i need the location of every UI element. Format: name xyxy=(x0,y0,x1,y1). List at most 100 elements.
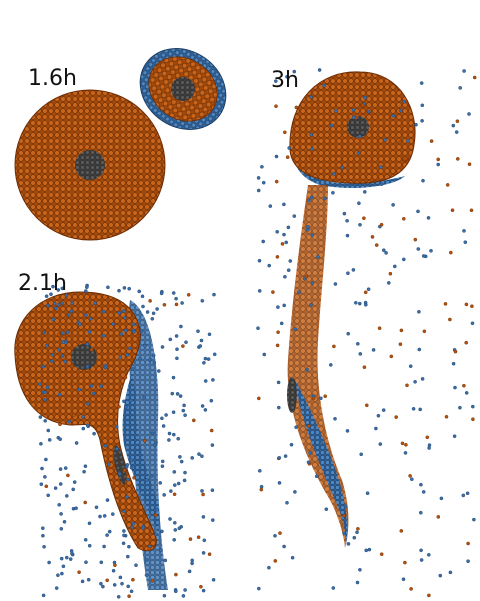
debris-particle xyxy=(170,391,175,396)
debris-particle xyxy=(367,547,372,552)
debris-particle xyxy=(52,301,57,306)
debris-particle xyxy=(273,79,278,83)
debris-particle xyxy=(57,347,61,352)
debris-particle xyxy=(200,489,204,493)
debris-particle xyxy=(102,514,107,518)
debris-particle xyxy=(275,255,280,259)
debris-particle xyxy=(427,446,431,450)
debris-particle xyxy=(158,481,162,485)
debris-particle xyxy=(58,437,63,442)
debris-particle xyxy=(311,396,316,401)
debris-particle xyxy=(379,552,384,557)
debris-particle xyxy=(127,544,131,549)
debris-particle xyxy=(261,239,266,244)
debris-particle xyxy=(134,563,138,568)
debris-particle xyxy=(274,179,279,184)
debris-particle xyxy=(444,414,449,419)
debris-particle xyxy=(150,579,155,583)
debris-particle xyxy=(261,180,266,185)
debris-particle xyxy=(56,573,60,578)
debris-particle xyxy=(200,298,205,303)
debris-particle xyxy=(282,544,286,549)
debris-particle xyxy=(122,509,126,514)
debris-particle xyxy=(105,578,109,583)
debris-particle xyxy=(414,122,418,127)
debris-particle xyxy=(314,474,319,479)
debris-particle xyxy=(59,512,63,516)
panel-label-1-6h: 1.6h xyxy=(28,66,77,91)
debris-particle xyxy=(421,490,426,494)
debris-particle xyxy=(416,247,421,251)
debris-particle xyxy=(153,513,158,517)
debris-particle xyxy=(429,139,434,143)
debris-particle xyxy=(111,512,115,516)
debris-particle xyxy=(284,240,289,245)
debris-particle xyxy=(334,109,338,113)
debris-particle xyxy=(286,268,291,273)
debris-particle xyxy=(458,405,462,410)
debris-particle xyxy=(197,452,201,456)
debris-particle xyxy=(274,154,279,159)
debris-particle xyxy=(420,103,425,108)
debris-particle xyxy=(210,443,215,447)
debris-particle xyxy=(462,69,466,73)
debris-particle xyxy=(150,316,155,321)
debris-particle xyxy=(58,422,62,427)
debris-particle xyxy=(471,417,475,422)
debris-particle xyxy=(383,138,387,142)
debris-particle xyxy=(448,250,453,255)
debris-particle xyxy=(51,284,55,289)
debris-particle xyxy=(129,465,134,470)
debris-particle xyxy=(183,413,187,418)
debris-particle xyxy=(308,451,312,455)
debris-particle xyxy=(426,553,431,557)
debris-particle xyxy=(144,478,149,482)
debris-particle xyxy=(70,551,74,556)
debris-particle xyxy=(465,491,470,496)
debris-particle xyxy=(256,396,261,401)
debris-particle xyxy=(381,248,386,252)
debris-particle xyxy=(294,105,299,110)
debris-particle xyxy=(294,425,298,430)
debris-particle xyxy=(50,359,54,364)
debris-particle xyxy=(309,195,314,200)
debris-particle xyxy=(277,455,282,460)
debris-particle xyxy=(111,322,115,326)
debris-particle xyxy=(323,196,327,201)
debris-particle xyxy=(173,589,178,594)
debris-particle xyxy=(389,354,394,359)
debris-particle xyxy=(155,307,159,311)
debris-particle xyxy=(304,274,309,279)
debris-particle xyxy=(148,299,152,303)
debris-particle xyxy=(175,392,180,396)
debris-particle xyxy=(45,343,49,348)
debris-particle xyxy=(137,289,141,294)
debris-particle xyxy=(426,216,431,220)
debris-particle xyxy=(203,356,208,361)
debris-particle xyxy=(47,560,51,565)
debris-particle xyxy=(171,410,176,415)
debris-particle xyxy=(177,526,182,531)
debris-particle xyxy=(130,525,135,530)
debris-particle xyxy=(44,457,48,462)
debris-particle xyxy=(358,568,362,572)
debris-particle xyxy=(183,588,187,592)
debris-particle xyxy=(44,294,49,299)
debris-particle xyxy=(57,392,62,397)
debris-particle xyxy=(201,515,206,519)
debris-particle xyxy=(308,156,313,160)
debris-particle xyxy=(357,134,362,139)
debris-particle xyxy=(198,344,203,348)
debris-particle xyxy=(271,290,275,294)
debris-particle xyxy=(160,345,165,349)
debris-particle xyxy=(42,330,47,335)
debris-particle xyxy=(421,178,425,183)
debris-particle xyxy=(267,263,272,268)
debris-particle xyxy=(399,529,404,533)
debris-particle xyxy=(78,322,82,327)
debris-particle xyxy=(319,441,324,446)
debris-particle xyxy=(84,289,88,293)
debris-particle xyxy=(145,310,150,314)
debris-particle xyxy=(283,274,287,279)
